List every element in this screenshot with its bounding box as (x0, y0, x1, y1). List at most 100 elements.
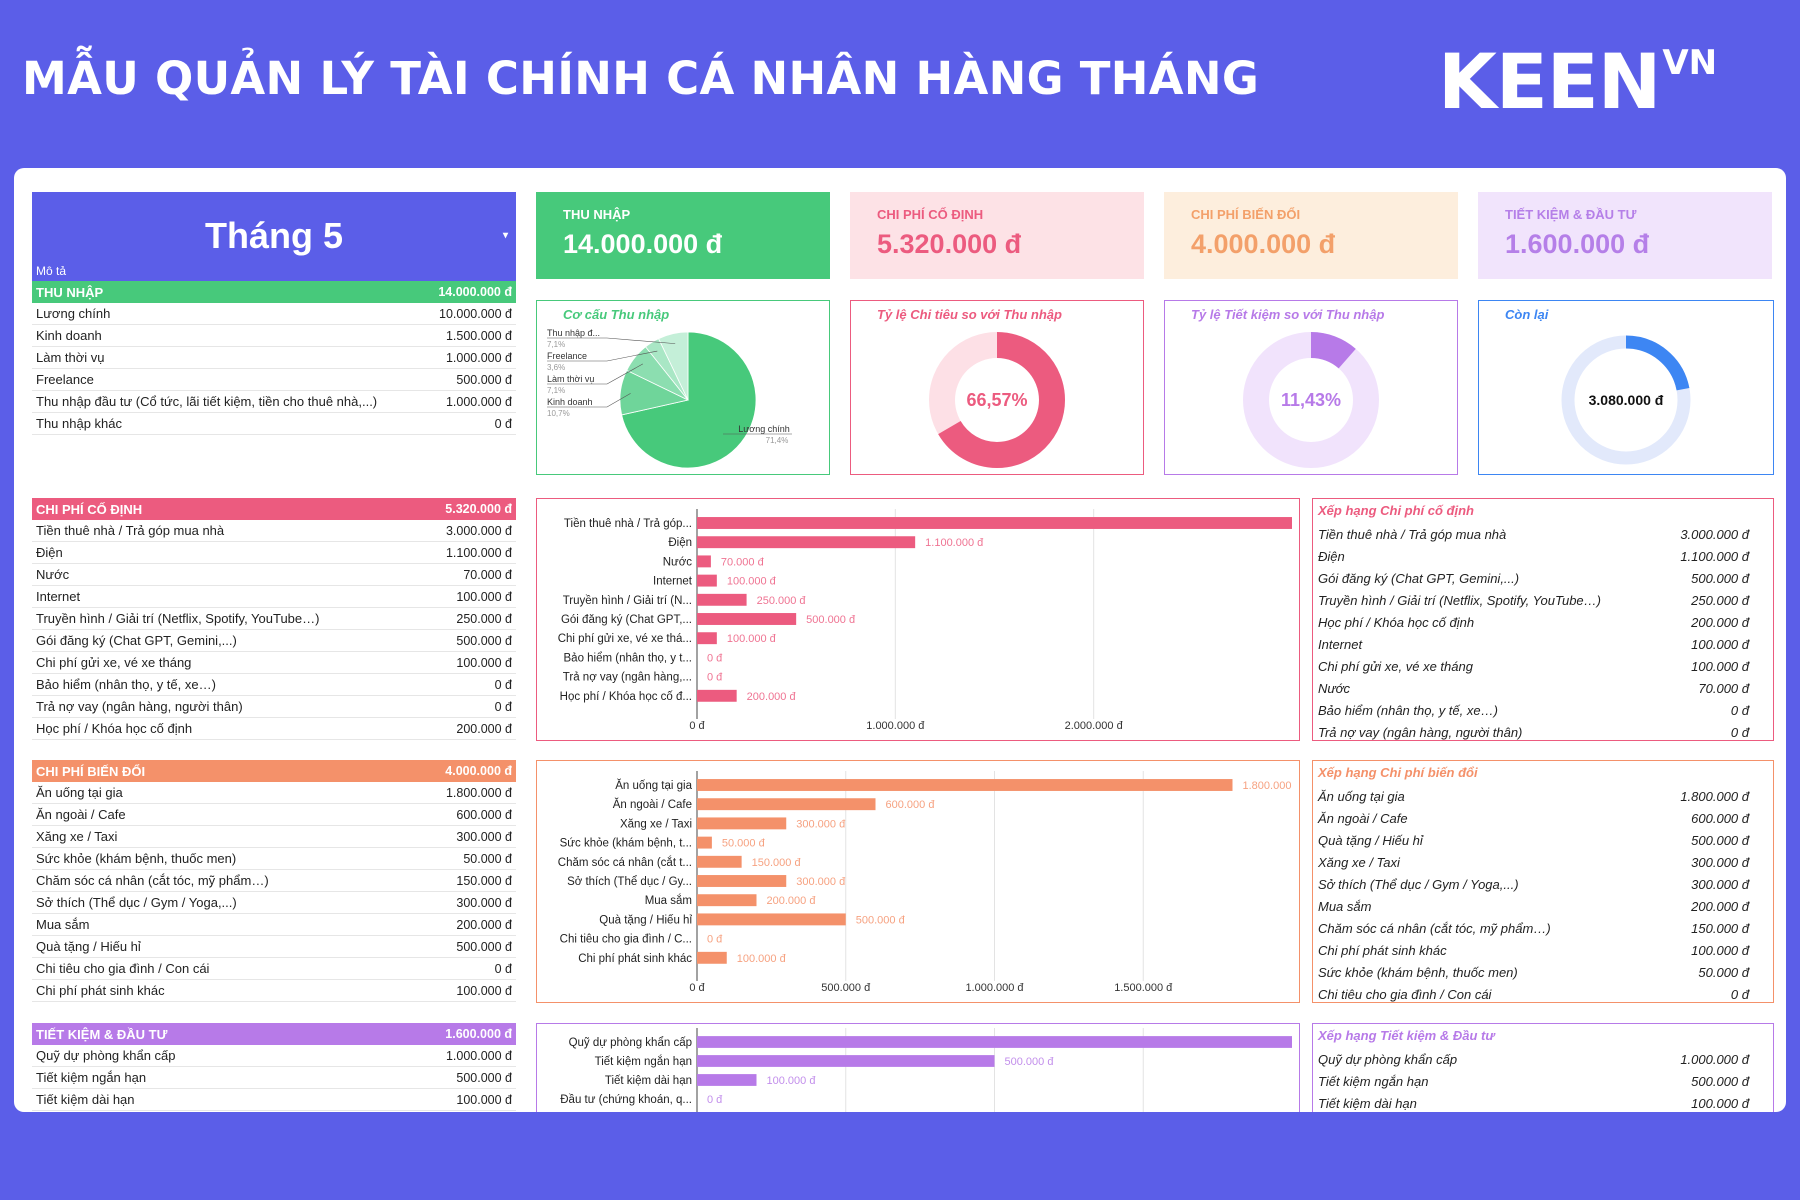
ranking-label: Tiết kiệm ngắn hạn (1318, 1073, 1429, 1089)
row-label: Thu nhập khác (36, 416, 123, 431)
table-row: Chi tiêu cho gia đình / Con cái 0 đ (32, 958, 516, 980)
ranking-value: 500.000 đ (1691, 832, 1749, 848)
row-label: Chi phí phát sinh khác (36, 983, 165, 998)
table-section-header: CHI PHÍ BIẾN ĐỔI 4.000.000 đ (32, 760, 516, 782)
ranking-value: 100.000 đ (1691, 942, 1749, 958)
y-category-label: Chi phí phát sinh khác (578, 953, 692, 965)
table-row: Chi phí phát sinh khác 100.000 đ (32, 980, 516, 1002)
y-category-label: Bảo hiểm (nhân thọ, y t... (564, 652, 693, 664)
table-row: Truyền hình / Giải trí (Netflix, Spotify… (32, 608, 516, 630)
y-category-label: Chi phí gửi xe, vé xe thá... (558, 633, 692, 645)
ranking-label: Điện (1318, 548, 1345, 564)
table-row: Điện 1.100.000 đ (32, 542, 516, 564)
bar (697, 555, 711, 568)
pie-pct: 71,4% (766, 436, 789, 445)
ranking-value: 150.000 đ (1691, 920, 1749, 936)
section-total: 5.320.000 đ (445, 502, 512, 516)
dashboard-card: Tháng 5 ▾ THU NHẬP 14.000.000 đ CHI PHÍ CỐ… (14, 168, 1786, 1112)
ranking-row: Trả nợ vay (ngân hàng, người thân) 0 đ (1313, 721, 1773, 743)
y-category-label: Internet (653, 576, 693, 588)
ranking-value: 50.000 đ (1698, 964, 1749, 980)
bar-data-label: 600.000 đ (886, 799, 936, 811)
table-row: Nước 70.000 đ (32, 564, 516, 586)
y-category-label: Quỹ dự phòng khẩn cấp (569, 1037, 692, 1049)
row-label: Tiết kiệm dài hạn (36, 1092, 135, 1107)
kpi-label: CHI PHÍ BIẾN ĐỔI (1191, 207, 1301, 222)
ranking-row: Ăn ngoài / Cafe 600.000 đ (1313, 807, 1773, 829)
ranking-label: Sức khỏe (khám bệnh, thuốc men) (1318, 964, 1518, 980)
y-category-label: Chi tiêu cho gia đình / C... (560, 934, 692, 946)
row-label: Trả nợ vay (ngân hàng, người thân) (36, 699, 243, 714)
chart-title: Cơ cấu Thu nhập (563, 307, 670, 322)
table-row: Tiết kiệm ngắn hạn 500.000 đ (32, 1067, 516, 1089)
chart-panel: Tỷ lệ Tiết kiệm so với Thu nhập 11,43% (1164, 300, 1458, 475)
bar-data-label: 500.000 đ (806, 614, 856, 626)
section-title: THU NHẬP (36, 284, 104, 300)
ranking-row: Điện 1.100.000 đ (1313, 545, 1773, 567)
row-value: 250.000 đ (456, 611, 512, 626)
ranking-value: 3.000.000 đ (1680, 526, 1749, 542)
donut-center-label: 66,57% (966, 390, 1027, 410)
row-label: Gói đăng ký (Chat GPT, Gemini,...) (36, 633, 237, 648)
ranking-label: Chi tiêu cho gia đình / Con cái (1318, 986, 1492, 1002)
ranking-row: Bảo hiểm (nhân thọ, y tế, xe…) 0 đ (1313, 699, 1773, 721)
ranking-value: 200.000 đ (1691, 614, 1749, 630)
ranking-value: 200.000 đ (1691, 898, 1749, 914)
table-row: Sức khỏe (khám bệnh, thuốc men) 50.000 đ (32, 848, 516, 870)
ranking-row: Mua sắm 200.000 đ (1313, 895, 1773, 917)
y-category-label: Ăn uống tại gia (615, 779, 692, 792)
bar-chart-svg: 0 đ 500.000 đ 1.000.000 đ 1.500.000 đ Ăn uốn… (558, 771, 1291, 994)
pie-label: Lương chính (738, 424, 789, 434)
kpi-value: 4.000.000 đ (1191, 229, 1336, 259)
row-value: 1.500.000 đ (445, 328, 512, 343)
ranking-row: Ăn uống tại gia 1.800.000 đ (1313, 785, 1773, 807)
row-label: Thu nhập đầu tư (Cổ tức, lãi tiết kiệm, … (36, 394, 378, 409)
bar (697, 517, 1292, 529)
table-header-mota: Mô tả (32, 261, 516, 281)
chart-panel: Còn lại 3.080.000 đ (1478, 300, 1774, 475)
row-value: 70.000 đ (463, 567, 512, 582)
ranking-saving: Xếp hạng Tiết kiệm & Đầu tư Quỹ dự phòng … (1312, 1023, 1774, 1112)
ranking-row: Internet 100.000 đ (1313, 633, 1773, 655)
ranking-label: Xăng xe / Taxi (1318, 854, 1400, 870)
ranking-label: Sở thích (Thể dục / Gym / Yoga,...) (1318, 876, 1519, 892)
row-value: 100.000 đ (456, 983, 512, 998)
chevron-down-icon[interactable]: ▾ (502, 230, 508, 241)
y-category-label: Điện (668, 537, 692, 549)
row-value: 200.000 đ (456, 917, 512, 932)
bar-data-label: 100.000 đ (727, 576, 777, 588)
ranking-label: Ăn uống tại gia (1318, 788, 1405, 804)
pie-pct: 7,1% (547, 340, 565, 349)
section-total: 4.000.000 đ (445, 764, 512, 778)
bar (697, 875, 787, 887)
pie-slice (658, 331, 689, 401)
row-label: Kinh doanh (36, 328, 102, 343)
row-label: Học phí / Khóa học cố định (36, 721, 193, 736)
row-value: 300.000 đ (456, 895, 512, 910)
bar-data-label: 300.000 đ (796, 876, 846, 888)
bar (697, 632, 717, 645)
table-row: Quà tặng / Hiếu hỉ 500.000 đ (32, 936, 516, 958)
month-label: Tháng 5 (204, 214, 343, 256)
ranking-label: Quỹ dự phòng khẩn cấp (1318, 1051, 1458, 1067)
kpi-value: 5.320.000 đ (877, 229, 1022, 259)
bar (697, 836, 712, 849)
section-total: 14.000.000 đ (438, 285, 512, 299)
ranking-value: 1.100.000 đ (1680, 548, 1749, 564)
bar-data-label: 200.000 đ (747, 691, 797, 703)
ranking-row: Tiền thuê nhà / Trả góp mua nhà 3.000.000… (1313, 523, 1773, 545)
ranking-value: 70.000 đ (1698, 680, 1749, 696)
table-section-header: TIẾT KIỆM & ĐẦU TƯ 1.600.000 đ (32, 1023, 516, 1045)
y-category-label: Tiết kiệm ngắn hạn (595, 1055, 692, 1068)
ranking-row: Tiết kiệm dài hạn 100.000 đ (1313, 1092, 1773, 1112)
y-category-label: Sức khỏe (khám bệnh, t... (560, 838, 692, 850)
ranking-row: Quỹ dự phòng khẩn cấp 1.000.000 đ (1313, 1048, 1773, 1070)
y-category-label: Quà tặng / Hiếu hỉ (599, 914, 692, 926)
row-label: Quỹ dự phòng khẩn cấp (36, 1048, 176, 1063)
donut-chart-svg: 66,57% (929, 332, 1065, 468)
table-row: Quỹ dự phòng khẩn cấp 1.000.000 đ (32, 1045, 516, 1067)
table-row: Sở thích (Thể dục / Gym / Yoga,...) 300.0… (32, 892, 516, 914)
section-title: CHI PHÍ CỐ ĐỊNH (36, 501, 143, 517)
table-row: Kinh doanh 1.500.000 đ (32, 325, 516, 347)
ranking-row: Truyền hình / Giải trí (Netflix, Spotify… (1313, 589, 1773, 611)
